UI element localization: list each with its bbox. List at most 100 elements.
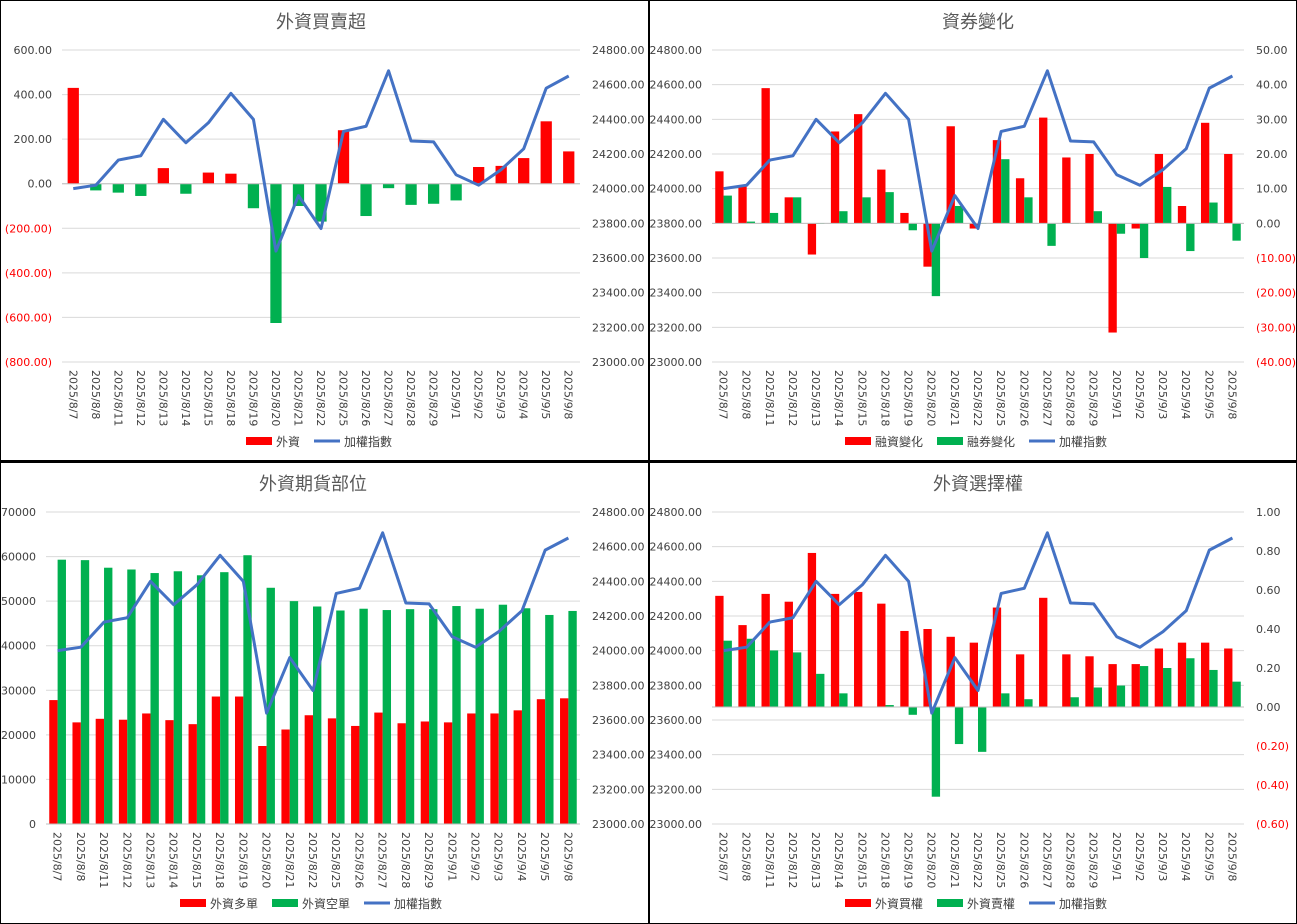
bar-series1 — [270, 183, 282, 323]
bar-series1 — [49, 700, 58, 824]
x-tick-label: 2025/9/3 — [494, 370, 507, 419]
legend-swatch — [937, 437, 963, 445]
bar-series1 — [258, 746, 267, 824]
left-axis-tick-label: 23200.00 — [650, 783, 702, 796]
right-axis-tick-label: 23600.00 — [592, 252, 645, 265]
right-axis-tick-label: 10.00 — [1256, 183, 1288, 196]
right-axis-tick-label: (20.00) — [1256, 287, 1296, 300]
x-tick-label: 2025/8/13 — [156, 370, 169, 426]
right-axis-tick-label: 23400.00 — [592, 749, 645, 762]
left-axis-tick-label: 23000.00 — [650, 356, 702, 369]
right-axis-tick-label: 24200.00 — [592, 610, 645, 623]
left-axis-tick-label: 0 — [29, 818, 36, 831]
margin-change-chart: 資券變化 23000.00 23200.00 23400.00 23600.00 2380… — [650, 1, 1296, 460]
legend-swatch — [180, 899, 206, 907]
x-tick-label: 2025/8/22 — [971, 370, 984, 426]
bar-series1 — [518, 158, 530, 184]
left-axis-tick-label: 24600.00 — [650, 541, 702, 554]
chart-title: 資券變化 — [942, 12, 1014, 33]
legend-label: 外資多單 — [210, 897, 258, 911]
bar-series1 — [90, 183, 102, 191]
bar-series1 — [112, 183, 124, 193]
bar-series2 — [1093, 687, 1102, 707]
bar-series1 — [1015, 178, 1025, 224]
bar-series1 — [900, 630, 909, 707]
left-axis-tick-label: 600.00 — [14, 44, 53, 57]
x-tick-label: 2025/9/8 — [561, 832, 574, 881]
bar-series2 — [746, 221, 756, 224]
bar-series2 — [978, 707, 987, 752]
bar-series1 — [1085, 154, 1094, 224]
bar-series1 — [540, 121, 552, 184]
x-tick-label: 2025/8/15 — [855, 370, 868, 426]
bar-series2 — [1116, 685, 1126, 707]
right-axis-tick-label: 24000.00 — [592, 645, 645, 658]
bar-series2 — [1047, 223, 1056, 246]
x-tick-label: 2025/8/25 — [337, 370, 350, 426]
bar-series1 — [854, 591, 863, 707]
x-tick-label: 2025/8/27 — [1040, 370, 1053, 426]
x-tick-label: 2025/8/8 — [89, 370, 102, 419]
bar-series2 — [1001, 693, 1010, 707]
x-tick-label: 2025/8/15 — [190, 832, 203, 888]
right-axis-tick-label: 0.60 — [1256, 584, 1281, 597]
bar-series1 — [234, 696, 244, 824]
left-axis-tick-label: 24800.00 — [650, 506, 702, 519]
x-tick-label: 2025/8/22 — [314, 370, 327, 426]
bar-series2 — [1001, 159, 1010, 224]
x-tick-label: 2025/8/18 — [213, 832, 226, 888]
x-tick-label: 2025/8/7 — [717, 832, 730, 881]
right-axis-tick-label: 23800.00 — [592, 679, 645, 692]
bar-series1 — [304, 715, 313, 824]
bar-series1 — [1015, 654, 1025, 707]
x-tick-label: 2025/8/7 — [66, 370, 79, 419]
right-axis-tick-label: 24600.00 — [592, 541, 645, 554]
left-axis-tick-label: 50000 — [1, 595, 36, 608]
legend-label: 加權指數 — [394, 896, 442, 911]
x-tick-label: 2025/8/29 — [1087, 370, 1100, 426]
x-tick-label: 2025/8/18 — [878, 832, 891, 888]
bar-series2 — [885, 192, 894, 224]
bar-series2 — [150, 573, 159, 824]
right-axis-tick-label: 0.20 — [1256, 662, 1281, 675]
x-tick-label: 2025/9/5 — [539, 370, 552, 419]
left-axis-tick-label: 0.00 — [28, 178, 53, 191]
right-axis-tick-label: 30.00 — [1256, 113, 1288, 126]
x-tick-label: 2025/8/12 — [786, 832, 799, 888]
bar-series2 — [1139, 666, 1149, 707]
x-tick-label: 2025/9/5 — [1202, 370, 1215, 419]
x-tick-label: 2025/8/22 — [306, 832, 319, 888]
x-tick-label: 2025/8/21 — [948, 832, 961, 888]
bar-series1 — [450, 183, 462, 201]
left-axis-tick-label: 60000 — [1, 551, 36, 564]
x-tick-label: 2025/9/5 — [538, 832, 551, 881]
x-tick-label: 2025/8/27 — [1040, 832, 1053, 888]
x-tick-label: 2025/8/22 — [971, 832, 984, 888]
bar-series1 — [560, 698, 569, 824]
bar-series2 — [723, 640, 732, 707]
bar-series1 — [900, 212, 909, 224]
bar-series2 — [792, 197, 802, 224]
x-tick-label: 2025/9/1 — [1110, 370, 1123, 419]
bar-series2 — [746, 638, 756, 707]
x-tick-label: 2025/8/20 — [925, 832, 938, 888]
x-tick-label: 2025/8/11 — [763, 370, 776, 426]
left-axis-tick-label: 24600.00 — [650, 79, 702, 92]
x-tick-label: 2025/8/13 — [809, 832, 822, 888]
bar-series2 — [1186, 223, 1195, 252]
index-line — [723, 531, 1234, 715]
left-axis-tick-label: 24800.00 — [650, 44, 702, 57]
right-axis-tick-label: 23200.00 — [592, 783, 645, 796]
legend-label: 外資空單 — [302, 897, 350, 911]
bar-series1 — [946, 636, 955, 707]
left-axis-tick-label: 23600.00 — [650, 714, 702, 727]
x-tick-label: 2025/8/21 — [948, 370, 961, 426]
bar-series2 — [196, 575, 206, 824]
bar-series1 — [315, 183, 327, 222]
right-axis-tick-label: (0.40) — [1256, 779, 1289, 792]
bar-series2 — [104, 567, 113, 824]
bar-series1 — [1039, 117, 1048, 224]
bar-series2 — [359, 608, 368, 824]
right-axis-tick-label: 24400.00 — [592, 575, 645, 588]
bar-series1 — [188, 724, 197, 824]
